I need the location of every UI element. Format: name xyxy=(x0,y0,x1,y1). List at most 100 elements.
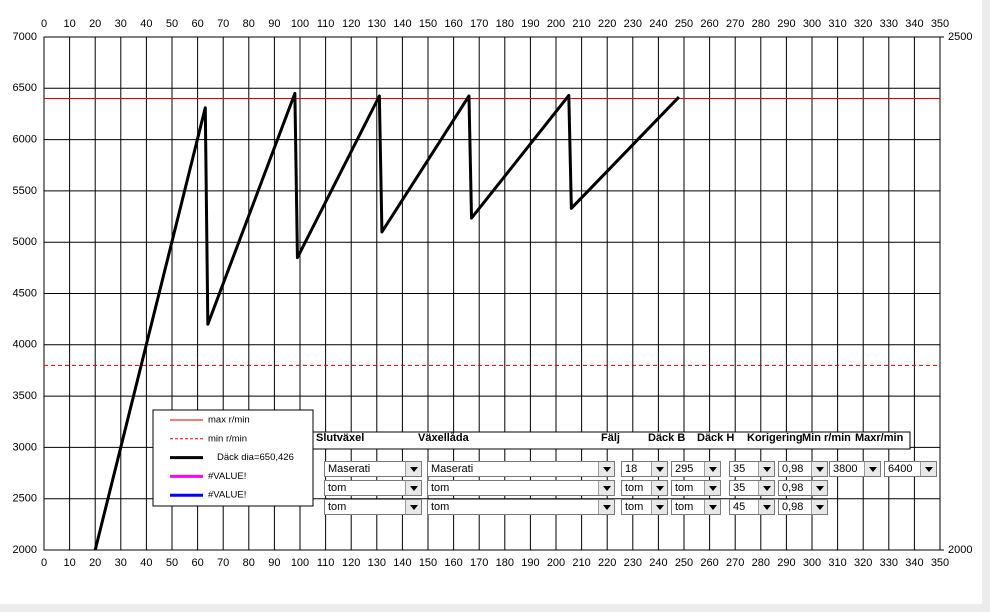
dropdown-value: Maserati xyxy=(328,463,371,475)
dropdown[interactable]: tom xyxy=(621,480,668,496)
x-tick-label: 120 xyxy=(342,557,360,569)
dropdown-value: 45 xyxy=(733,501,746,513)
dropdown[interactable]: 295 xyxy=(671,461,721,477)
dropdown[interactable]: 45 xyxy=(729,499,775,515)
dropdown-value: 35 xyxy=(733,482,746,494)
dropdown[interactable]: tom xyxy=(324,480,422,496)
y-tick-label: 3500 xyxy=(13,390,37,402)
dropdown-arrow[interactable] xyxy=(864,462,880,476)
dropdown-arrow[interactable] xyxy=(651,500,667,514)
x-tick-label: 140 xyxy=(393,18,411,30)
x-tick-label: 60 xyxy=(191,557,203,569)
dropdown-arrow[interactable] xyxy=(598,462,614,476)
dropdown[interactable]: Maserati xyxy=(427,461,615,477)
x-tick-label: 290 xyxy=(777,557,795,569)
x-tick-label: 210 xyxy=(572,18,590,30)
y-tick-label: 2000 xyxy=(13,544,37,556)
dropdown-value: tom xyxy=(675,482,694,494)
dropdown[interactable]: 0,98 xyxy=(778,461,828,477)
dropdown[interactable]: 35 xyxy=(729,480,775,496)
x-tick-label: 0 xyxy=(41,18,47,30)
legend-label: #VALUE! xyxy=(208,490,246,501)
dropdown[interactable]: tom xyxy=(324,499,422,515)
x-tick-label: 240 xyxy=(649,557,667,569)
plot-border xyxy=(43,36,941,551)
column-header: Slutväxel xyxy=(316,432,365,444)
x-tick-label: 330 xyxy=(880,557,898,569)
dropdown-arrow[interactable] xyxy=(598,500,614,514)
x-tick-label: 160 xyxy=(444,18,462,30)
dropdown-value: 0,98 xyxy=(782,482,804,494)
dropdown-arrow[interactable] xyxy=(758,500,774,514)
x-tick-label: 40 xyxy=(140,18,152,30)
dropdown[interactable]: 0,98 xyxy=(778,499,828,515)
dropdown-value: 3800 xyxy=(833,463,858,475)
x-tick-label: 280 xyxy=(752,18,770,30)
x-tick-label: 80 xyxy=(243,18,255,30)
dropdown[interactable]: 0,98 xyxy=(778,480,828,496)
x-tick-label: 180 xyxy=(496,18,514,30)
x-tick-label: 50 xyxy=(166,557,178,569)
x-tick-label: 190 xyxy=(521,557,539,569)
dropdown[interactable]: 3800 xyxy=(829,461,881,477)
dropdown-arrow[interactable] xyxy=(758,481,774,495)
x-tick-label: 300 xyxy=(803,18,821,30)
x-tick-label: 30 xyxy=(115,18,127,30)
dropdown[interactable]: tom xyxy=(621,499,668,515)
dropdown-arrow[interactable] xyxy=(811,500,827,514)
y-tick-label: 2500 xyxy=(13,493,37,505)
x-tick-label: 220 xyxy=(598,557,616,569)
dropdown[interactable]: tom xyxy=(427,480,615,496)
x-tick-label: 40 xyxy=(140,557,152,569)
dropdown-arrow[interactable] xyxy=(598,481,614,495)
x-tick-label: 250 xyxy=(675,557,693,569)
x-tick-label: 180 xyxy=(496,557,514,569)
x-tick-label: 240 xyxy=(649,18,667,30)
dropdown-value: 0,98 xyxy=(782,501,804,513)
x-tick-label: 230 xyxy=(624,557,642,569)
column-header: Däck B xyxy=(648,432,686,444)
x-tick-label: 120 xyxy=(342,18,360,30)
dropdown[interactable]: tom xyxy=(671,499,721,515)
dropdown[interactable]: tom xyxy=(671,480,721,496)
y-tick-label: 3000 xyxy=(13,441,37,453)
x-tick-label: 10 xyxy=(63,557,75,569)
x-tick-label: 320 xyxy=(854,557,872,569)
dropdown-value: tom xyxy=(625,482,644,494)
dropdown[interactable]: 18 xyxy=(621,461,668,477)
x-tick-label: 310 xyxy=(828,18,846,30)
x-tick-label: 100 xyxy=(291,557,309,569)
dropdown-value: 0,98 xyxy=(782,463,804,475)
x-tick-label: 70 xyxy=(217,18,229,30)
x-tick-label: 260 xyxy=(700,557,718,569)
dropdown[interactable]: 6400 xyxy=(884,461,937,477)
x-tick-label: 330 xyxy=(880,18,898,30)
dropdown-arrow[interactable] xyxy=(811,481,827,495)
dropdown[interactable]: Maserati xyxy=(324,461,422,477)
dropdown-value: tom xyxy=(431,501,450,513)
dropdown-value: 18 xyxy=(625,463,638,475)
dropdown-arrow[interactable] xyxy=(758,462,774,476)
x-tick-label: 340 xyxy=(905,557,923,569)
x-tick-label: 50 xyxy=(166,18,178,30)
dropdown-arrow[interactable] xyxy=(651,481,667,495)
dropdown-arrow[interactable] xyxy=(405,500,421,514)
y-tick-label: 7000 xyxy=(13,31,37,43)
dropdown[interactable]: 35 xyxy=(729,461,775,477)
x-tick-label: 260 xyxy=(700,18,718,30)
dropdown-arrow[interactable] xyxy=(704,500,720,514)
dropdown[interactable]: tom xyxy=(427,499,615,515)
x-tick-label: 300 xyxy=(803,557,821,569)
y-tick-label: 6000 xyxy=(13,134,37,146)
dropdown-arrow[interactable] xyxy=(704,462,720,476)
y-tick-label: 4000 xyxy=(13,339,37,351)
dropdown-arrow[interactable] xyxy=(405,481,421,495)
dropdown-arrow[interactable] xyxy=(920,462,936,476)
x-tick-label: 150 xyxy=(419,18,437,30)
y2-tick-label: 2500 xyxy=(948,31,972,43)
x-tick-label: 280 xyxy=(752,557,770,569)
dropdown-arrow[interactable] xyxy=(811,462,827,476)
dropdown-arrow[interactable] xyxy=(651,462,667,476)
dropdown-arrow[interactable] xyxy=(405,462,421,476)
dropdown-arrow[interactable] xyxy=(704,481,720,495)
